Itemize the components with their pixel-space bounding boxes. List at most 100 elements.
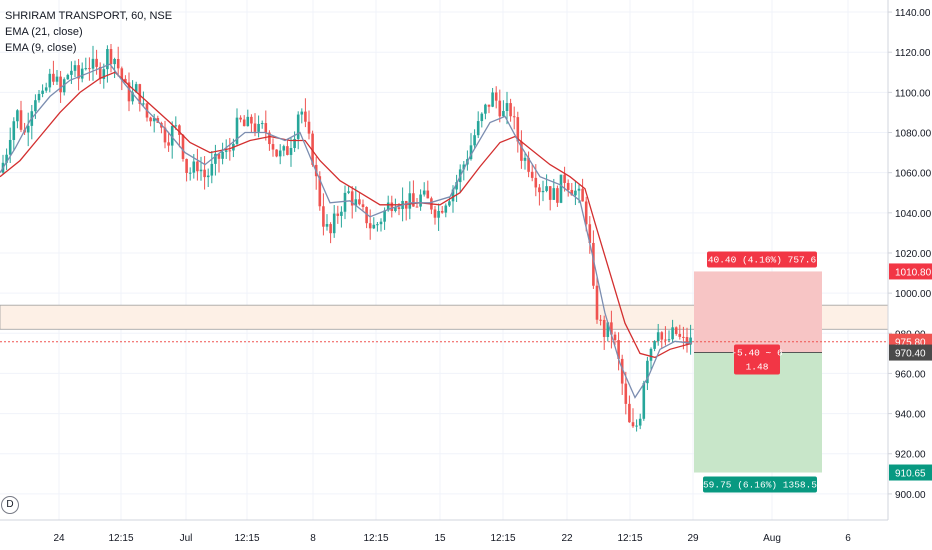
- y-tick-label: 1060.00: [895, 169, 932, 180]
- legend-ema21[interactable]: EMA (21, close): [5, 26, 83, 38]
- candle-body: [566, 182, 570, 190]
- candle-body: [664, 339, 667, 341]
- candle-body: [642, 383, 646, 419]
- stop-label-bg: [707, 251, 817, 268]
- candle-body: [660, 332, 664, 340]
- candle-body: [685, 337, 689, 345]
- x-tick-label: 6: [845, 533, 851, 544]
- candle-body: [365, 207, 368, 224]
- candle-body: [570, 189, 574, 196]
- candle-body: [440, 210, 444, 213]
- candle-body: [538, 187, 541, 193]
- candle-body: [556, 188, 559, 203]
- candle-body: [358, 199, 361, 205]
- candle-body: [286, 146, 289, 155]
- candle-body: [613, 334, 617, 341]
- candle-body: [221, 151, 224, 159]
- candle-body: [329, 224, 332, 234]
- candle-body: [242, 119, 246, 127]
- candle-body: [196, 161, 199, 172]
- candle-body: [548, 186, 552, 200]
- candle-body: [37, 93, 41, 101]
- x-tick-label: 24: [53, 533, 65, 544]
- candle-body: [437, 210, 440, 218]
- candle-body: [350, 191, 354, 206]
- candle-body: [239, 117, 242, 120]
- y-tick-label: 960.00: [895, 369, 926, 380]
- y-tick-label: 1000.00: [895, 289, 932, 300]
- candle-body: [34, 100, 37, 112]
- candle-body: [174, 125, 178, 127]
- candle-body: [264, 123, 268, 133]
- candle-body: [379, 221, 383, 225]
- candle-body: [19, 110, 23, 130]
- candle-body: [66, 74, 70, 80]
- candle-body: [203, 169, 206, 178]
- candle-body: [372, 224, 376, 229]
- candle-body: [653, 341, 656, 349]
- candle-body: [178, 125, 181, 135]
- candle-body: [584, 201, 588, 225]
- candle-body: [502, 111, 505, 117]
- candle-body: [635, 425, 638, 427]
- candle-body: [671, 327, 674, 340]
- candle-body: [476, 121, 480, 136]
- candle-body: [480, 113, 484, 122]
- candle-body: [250, 116, 253, 124]
- candle-body: [170, 126, 174, 146]
- candle-body: [41, 90, 44, 94]
- candles: [1, 43, 692, 432]
- candle-body: [8, 139, 12, 155]
- candle-body: [235, 117, 239, 144]
- candle-body: [70, 70, 73, 75]
- candle-body: [390, 202, 394, 212]
- candle-body: [325, 224, 329, 227]
- y-tick-label: 900.00: [895, 490, 926, 501]
- candle-body: [278, 150, 282, 157]
- position-center-label-text: -5.40 ~ 6: [731, 348, 783, 359]
- entry-price-label-bg: [889, 344, 932, 361]
- candle-body: [322, 206, 325, 227]
- candle-body: [343, 192, 347, 212]
- candle-body: [95, 58, 98, 67]
- candle-body: [509, 103, 512, 117]
- candle-body: [214, 153, 217, 164]
- candle-body: [199, 169, 203, 172]
- candle-body: [516, 117, 520, 142]
- candle-body: [595, 285, 599, 320]
- candle-body: [498, 100, 502, 117]
- candle-body: [530, 171, 534, 178]
- legend-symbol[interactable]: SHRIRAM TRANSPORT, 60, NSE: [5, 10, 173, 22]
- candle-body: [124, 78, 127, 83]
- candle-body: [376, 224, 379, 226]
- candle-body: [88, 68, 91, 70]
- candle-body: [394, 207, 397, 212]
- current-price-label: 975.80: [895, 338, 926, 349]
- y-tick-label: 1040.00: [895, 209, 932, 220]
- x-tick-label: 15: [434, 533, 446, 544]
- dividend-badge[interactable]: D: [1, 496, 19, 514]
- legend-ema9[interactable]: EMA (9, close): [5, 42, 77, 54]
- candle-body: [116, 59, 120, 69]
- candle-body: [541, 190, 545, 193]
- candle-body: [163, 127, 167, 143]
- candle-body: [419, 194, 422, 207]
- entry-price-label: 970.40: [895, 349, 926, 360]
- candle-body: [109, 49, 113, 65]
- candle-body: [444, 205, 448, 213]
- target-label-text: 59.75 (6.16%) 1358.5: [703, 480, 817, 491]
- candle-body: [134, 84, 138, 93]
- position-center-label-text: 1.48: [746, 362, 769, 373]
- candle-body: [311, 133, 314, 165]
- target-price-label: 910.65: [895, 469, 926, 480]
- candle-body: [16, 110, 19, 122]
- candle-body: [523, 157, 527, 161]
- candle-body: [210, 163, 214, 176]
- candle-body: [602, 319, 606, 337]
- candle-body: [77, 65, 80, 79]
- candle-body: [473, 135, 476, 146]
- candle-body: [610, 322, 613, 335]
- stop-price-label-bg: [889, 263, 932, 280]
